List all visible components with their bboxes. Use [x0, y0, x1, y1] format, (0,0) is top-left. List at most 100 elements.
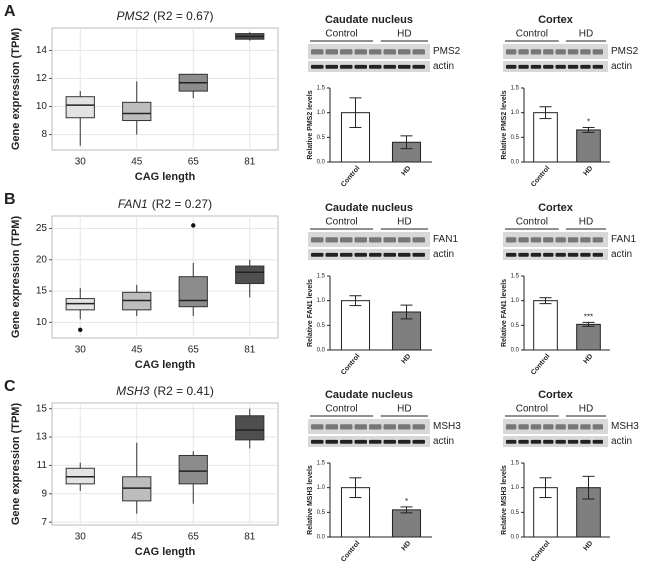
y-tick-label: 1.5 — [317, 461, 326, 467]
band-label: actin — [433, 249, 454, 260]
blot-band — [567, 439, 579, 444]
blot-band — [580, 237, 591, 243]
band-label: actin — [611, 61, 632, 72]
blot-band — [398, 64, 411, 69]
blot-band — [325, 49, 338, 55]
y-tick-label: 25 — [36, 223, 48, 234]
blot-band — [592, 252, 603, 257]
blot-band — [325, 237, 338, 243]
y-tick-label: 0.0 — [317, 535, 326, 541]
blot-band — [325, 252, 338, 257]
blot-band — [518, 64, 529, 69]
y-tick-label: 0.5 — [317, 510, 326, 516]
blot-band — [354, 64, 367, 69]
blot-band — [543, 424, 554, 430]
blot-band — [311, 424, 324, 430]
blot-band — [354, 237, 367, 243]
blot-band — [311, 252, 324, 257]
x-tick-label: 65 — [188, 157, 200, 168]
x-tick-label: HD — [583, 540, 595, 552]
y-tick-label: 1.0 — [511, 298, 520, 304]
x-tick-label: HD — [583, 165, 595, 177]
blot-band — [530, 424, 542, 430]
blot-band — [543, 64, 554, 69]
y-tick-label: 1.0 — [511, 110, 520, 116]
blot-band — [543, 49, 554, 55]
x-tick-label: 81 — [244, 532, 256, 543]
y-axis-label: Relative FAN1 levels — [307, 279, 314, 347]
x-axis-label: CAG length — [135, 171, 196, 183]
blot-band — [530, 237, 542, 243]
title-gene: PMS2 — [116, 9, 149, 23]
blot-band — [325, 64, 338, 69]
title-stat: (R2 = 0.41) — [153, 384, 213, 398]
band-label: MSH3 — [611, 421, 639, 432]
outlier — [191, 223, 196, 228]
bar — [533, 112, 558, 163]
blot-band — [369, 252, 382, 257]
y-tick-label: 1.5 — [511, 274, 520, 280]
blot-band — [567, 252, 579, 257]
blot-band — [567, 49, 579, 55]
x-tick-label: 45 — [131, 532, 143, 543]
y-tick-label: 1.5 — [511, 461, 520, 467]
blot-band — [567, 64, 579, 69]
band-label: MSH3 — [433, 421, 461, 432]
blot-band — [383, 439, 396, 444]
bar — [533, 300, 558, 351]
blot-band — [412, 49, 425, 55]
blot-band — [412, 424, 425, 430]
group-label: Control — [325, 217, 357, 228]
blot-band — [311, 237, 324, 243]
blot-band — [340, 64, 353, 69]
blot-band — [518, 439, 529, 444]
x-tick-label: Control — [340, 353, 361, 377]
y-tick-label: 0.5 — [317, 135, 326, 141]
chart-title: Cortex — [538, 14, 574, 26]
y-tick-label: 1.5 — [317, 274, 326, 280]
x-tick-label: 45 — [131, 157, 143, 168]
blot-band — [530, 64, 542, 69]
blot-band — [340, 252, 353, 257]
blot-band — [567, 237, 579, 243]
title-gene: FAN1 — [118, 197, 148, 211]
blot-band — [530, 252, 542, 257]
blot-band — [369, 237, 382, 243]
box — [235, 265, 265, 285]
blot-band — [383, 49, 396, 55]
significance: * — [405, 497, 408, 506]
y-axis-label: Relative MSH3 levels — [307, 465, 314, 535]
blot-band — [412, 64, 425, 69]
box — [122, 101, 152, 122]
chart-title: Caudate nucleus — [325, 202, 413, 214]
x-tick-label: Control — [340, 540, 361, 564]
y-tick-label: 0.5 — [511, 135, 520, 141]
blot-band — [354, 424, 367, 430]
panel-label: B — [4, 191, 16, 208]
blot-band — [354, 439, 367, 444]
y-tick-label: 1.0 — [511, 485, 520, 491]
group-label: HD — [579, 29, 593, 40]
blot-band — [543, 439, 554, 444]
blot-band — [412, 237, 425, 243]
blot-band — [555, 64, 566, 69]
outlier — [78, 327, 83, 333]
group-label: HD — [397, 217, 411, 228]
blot-band — [398, 49, 411, 55]
x-tick-label: 30 — [75, 157, 87, 168]
chart-title: FAN1 (R2 = 0.27) — [118, 197, 212, 211]
x-tick-label: Control — [530, 540, 551, 564]
y-tick-label: 0.0 — [511, 160, 520, 166]
y-axis-label: Relative MSH3 levels — [501, 465, 508, 535]
blot-band — [412, 252, 425, 257]
box — [178, 454, 208, 485]
group-label: HD — [579, 404, 593, 415]
blot-band — [555, 237, 566, 243]
chart-title: Caudate nucleus — [325, 389, 413, 401]
blot-band — [311, 49, 324, 55]
y-tick-label: 10 — [36, 101, 48, 112]
blot-band — [369, 64, 382, 69]
x-tick-label: HD — [401, 540, 413, 552]
blot-band — [506, 252, 517, 257]
